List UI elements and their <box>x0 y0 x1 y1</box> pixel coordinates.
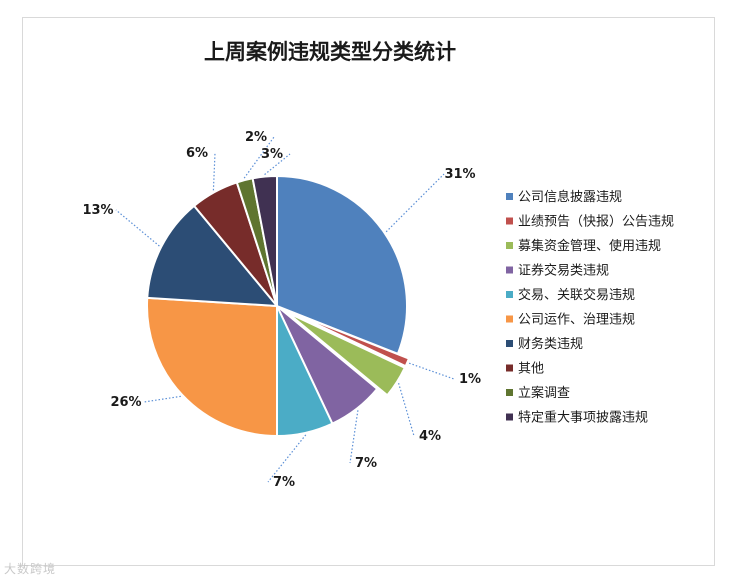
legend: 公司信息披露违规业绩预告（快报）公告违规募集资金管理、使用违规证券交易类违规交易… <box>506 189 674 426</box>
chart-title: 上周案例违规类型分类统计 <box>204 40 456 64</box>
legend-label: 公司运作、治理违规 <box>518 313 635 328</box>
legend-label: 立案调查 <box>518 386 570 401</box>
slice-percent-label: 2% <box>245 130 267 145</box>
pie-slice <box>251 174 278 307</box>
legend-label: 业绩预告（快报）公告违规 <box>518 215 674 230</box>
slice-percent-label: 13% <box>82 203 113 218</box>
slice-percent-label: 4% <box>419 429 441 444</box>
pie-slice <box>146 296 278 438</box>
legend-swatch <box>506 364 513 372</box>
leader-line <box>115 209 160 247</box>
legend-swatch <box>506 193 513 200</box>
watermark-text: 大数跨境 <box>4 562 57 576</box>
legend-swatch <box>506 217 513 225</box>
legend-label: 特定重大事项披露违规 <box>518 410 648 426</box>
leader-line <box>385 173 445 233</box>
slice-percent-label: 3% <box>261 147 283 162</box>
legend-swatch <box>506 315 513 323</box>
slice-percent-label: 7% <box>355 456 377 471</box>
legend-label: 其他 <box>518 362 544 377</box>
leader-lines <box>115 136 455 483</box>
legend-swatch <box>506 340 513 347</box>
pie-slice <box>276 174 408 356</box>
legend-swatch <box>506 242 513 249</box>
legend-swatch <box>506 266 513 274</box>
leader-line <box>243 136 275 179</box>
pie-slices <box>146 174 411 438</box>
legend-label: 交易、关联交易违规 <box>518 287 635 303</box>
legend-swatch <box>506 413 513 421</box>
pie-slice <box>287 309 411 368</box>
pie-slice <box>286 311 407 397</box>
pie-slice <box>146 204 280 308</box>
legend-label: 公司信息披露违规 <box>518 189 622 205</box>
leader-line <box>398 382 415 437</box>
slice-percent-label: 1% <box>459 372 481 387</box>
slice-percent-label: 7% <box>273 475 295 490</box>
slice-percent-label: 26% <box>110 395 141 410</box>
leader-line <box>143 395 181 403</box>
slice-percent-label: 31% <box>444 167 475 182</box>
slice-percent-label: 6% <box>186 146 208 161</box>
legend-label: 财务类违规 <box>518 336 583 352</box>
legend-swatch <box>506 291 513 298</box>
leader-line <box>212 152 216 191</box>
legend-label: 证券交易类违规 <box>518 263 609 279</box>
legend-label: 募集资金管理、使用违规 <box>518 238 661 254</box>
data-labels: 31% 1% 4% 7% 7% 26% 13% 6% 2% 3% <box>82 130 481 490</box>
legend-swatch <box>506 389 513 396</box>
leader-line <box>408 362 455 380</box>
leader-line <box>267 434 307 483</box>
